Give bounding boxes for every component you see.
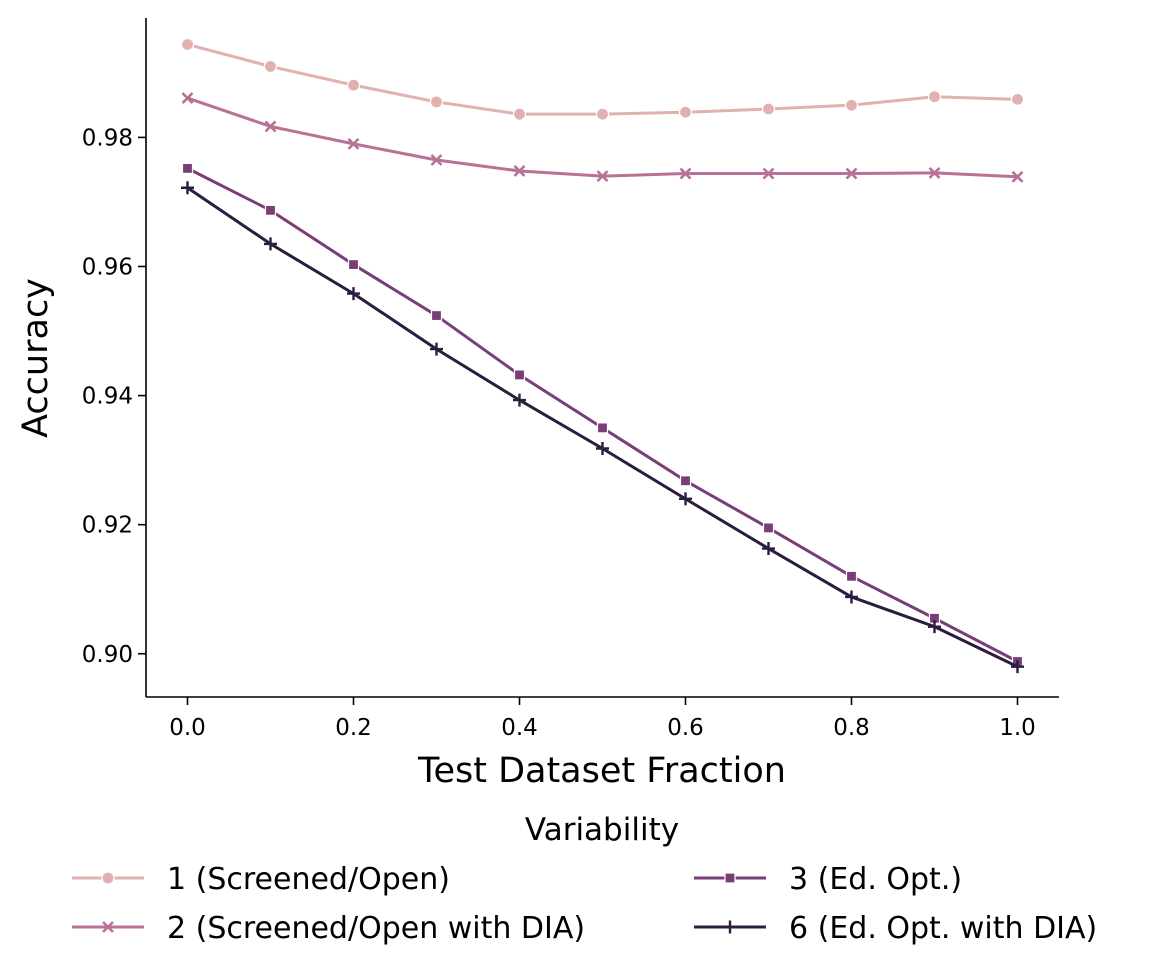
data-point <box>346 78 361 92</box>
data-point <box>679 167 692 180</box>
data-point <box>844 98 859 112</box>
axes <box>145 18 1059 698</box>
legend-label: 2 (Screened/Open with DIA) <box>167 911 585 946</box>
data-point <box>180 37 195 52</box>
x-tick-label: 0.2 <box>335 715 372 741</box>
x-tick-label: 0.0 <box>169 715 206 741</box>
series-4 <box>181 181 1024 674</box>
data-point <box>264 204 277 216</box>
data-point <box>513 369 526 381</box>
data-point <box>264 120 277 133</box>
legend-label: 6 (Ed. Opt. with DIA) <box>789 911 1097 946</box>
data-point <box>429 95 444 109</box>
y-tick-label: 0.94 <box>82 384 133 410</box>
data-point <box>845 167 858 180</box>
data-point <box>596 442 609 456</box>
data-point <box>430 342 443 356</box>
legend-item: 6 (Ed. Opt. with DIA) <box>694 911 1097 946</box>
legend-item: 3 (Ed. Opt.) <box>694 862 962 897</box>
legend-item: 2 (Screened/Open with DIA) <box>72 911 585 946</box>
data-point <box>762 167 775 180</box>
series-line <box>186 167 1019 663</box>
x-tick-label: 0.4 <box>501 715 538 741</box>
x-tick-label: 0.6 <box>667 715 704 741</box>
legend: 1 (Screened/Open) 2 (Screened/Open with D… <box>72 862 1097 946</box>
data-point <box>762 522 775 534</box>
series-line <box>187 43 1018 116</box>
data-point <box>263 59 278 74</box>
data-point <box>679 475 692 487</box>
data-point <box>927 90 942 104</box>
x-tick-label: 0.8 <box>833 715 870 741</box>
legend-marker <box>102 921 114 933</box>
x-ticks: 0.0 0.2 0.4 0.6 0.8 1.0 <box>169 697 1036 741</box>
data-point <box>928 620 941 634</box>
y-ticks: 0.90 0.92 0.94 0.96 0.98 <box>82 125 146 668</box>
data-point <box>761 102 776 116</box>
legend-item: 1 (Screened/Open) <box>72 862 450 897</box>
series-2 <box>181 92 1024 183</box>
series <box>180 37 1025 674</box>
data-point <box>347 137 360 150</box>
legend-label: 3 (Ed. Opt.) <box>789 862 962 897</box>
data-point <box>928 166 941 179</box>
data-point <box>430 309 443 322</box>
legend-label: 1 (Screened/Open) <box>167 862 450 897</box>
legend-marker <box>101 871 115 885</box>
data-point <box>845 590 858 604</box>
data-point <box>596 422 609 434</box>
series-1 <box>180 37 1025 121</box>
y-axis-title: Accuracy <box>16 278 56 438</box>
data-point <box>762 542 775 556</box>
data-point <box>595 107 610 121</box>
y-tick-label: 0.90 <box>82 642 133 668</box>
x-axis-title: Test Dataset Fraction <box>417 751 786 791</box>
y-tick-label: 0.98 <box>82 125 133 151</box>
data-point <box>430 154 443 166</box>
data-point <box>845 570 858 582</box>
data-point <box>513 165 526 177</box>
data-point <box>1011 660 1024 674</box>
legend-title: Variability <box>525 812 679 848</box>
y-tick-label: 0.92 <box>82 513 133 539</box>
data-point <box>264 237 277 251</box>
data-point <box>678 105 693 119</box>
data-point <box>1010 92 1025 106</box>
legend-marker <box>723 920 737 934</box>
y-tick-label: 0.96 <box>82 254 133 280</box>
legend-marker <box>724 872 736 884</box>
series-3 <box>181 162 1024 668</box>
data-point <box>513 393 526 407</box>
data-point <box>347 287 360 301</box>
data-point <box>679 492 692 506</box>
data-point <box>1011 170 1024 183</box>
data-point <box>596 170 609 183</box>
x-tick-label: 1.0 <box>999 715 1036 741</box>
data-point <box>181 181 194 195</box>
data-point <box>347 258 360 271</box>
data-point <box>181 162 194 174</box>
data-point <box>181 92 194 104</box>
data-point <box>512 107 527 121</box>
